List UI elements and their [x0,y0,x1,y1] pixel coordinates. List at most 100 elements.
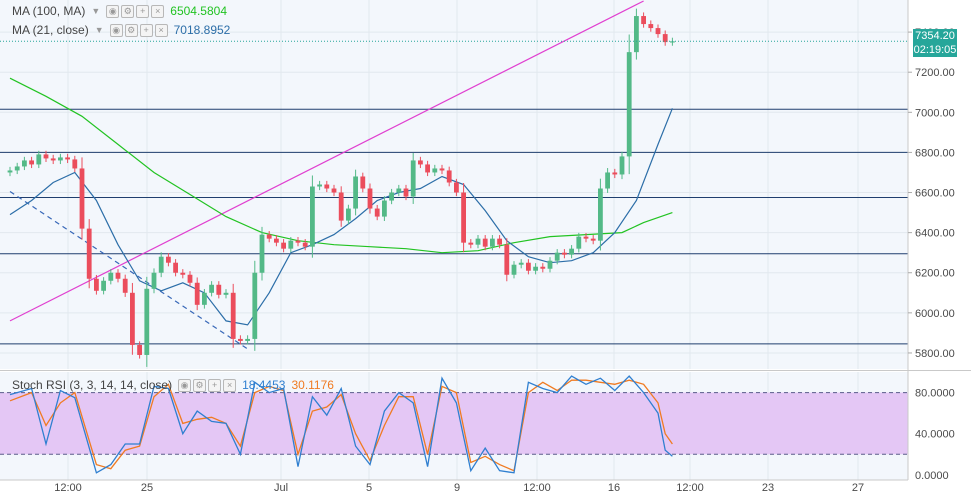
close-icon[interactable]: × [151,4,165,18]
y-tick-label: 6600.00 [915,188,955,200]
plus-icon[interactable]: + [139,23,153,37]
legend-ma21-value: 7018.8952 [173,23,231,37]
candle-72 [526,262,531,271]
plus-icon[interactable]: + [136,4,150,18]
candle-27 [202,292,207,305]
candle-59 [432,168,438,173]
candle-41 [302,242,308,247]
candle-39 [288,240,294,249]
candle-32 [238,338,243,341]
candle-61 [446,170,452,183]
x-tick-label: 25 [141,482,153,494]
y-tick-label: 5800.00 [915,348,955,360]
eye-icon[interactable]: ◉ [109,23,123,37]
candle-50 [367,188,373,209]
candle-0 [7,170,13,173]
candle-56 [410,160,416,197]
plus-icon[interactable]: + [208,378,222,392]
x-tick-label: 12:00 [54,482,82,494]
y-tick-label: 6000.00 [915,308,955,320]
candle-35 [259,234,265,273]
candle-1 [14,166,20,171]
candle-68 [497,238,502,245]
y-tick-label: 7000.00 [915,107,955,119]
candle-9 [72,159,78,169]
candle-89 [648,24,654,29]
candle-11 [86,228,92,279]
candle-57 [418,160,423,165]
candle-67 [490,238,495,247]
legend-rsi-controls: ◉ ⚙ + × [178,378,237,392]
candle-25 [187,274,193,283]
trendlines [9,0,644,350]
close-icon[interactable]: × [154,23,168,37]
legend-rsi-label: Stoch RSI (3, 3, 14, 14, close) [12,378,173,392]
candle-46 [338,192,344,221]
gear-icon[interactable]: ⚙ [121,4,135,18]
candle-36 [266,234,272,239]
rsi-tick-label: 40.0000 [915,429,955,441]
candle-34 [252,272,258,339]
candle-79 [576,236,582,249]
legend-ma100-controls: ◉ ⚙ + × [106,4,165,18]
candle-62 [454,182,459,193]
x-tick-label: 9 [454,482,460,494]
candle-63 [461,192,466,243]
candle-53 [389,192,394,201]
candle-58 [425,164,430,173]
rsi-band [0,392,908,455]
chevron-down-icon[interactable]: ▼ [91,6,101,16]
candle-10 [79,168,85,229]
candles [7,8,675,367]
eye-icon[interactable]: ◉ [178,378,192,392]
candle-28 [209,284,214,293]
x-tick-label: 5 [366,482,372,494]
candle-74 [540,266,546,269]
candle-51 [374,208,380,217]
candle-85 [619,156,625,175]
candle-12 [94,278,99,291]
candle-20 [151,272,157,289]
candle-19 [144,288,150,355]
candle-23 [173,262,178,273]
chevron-down-icon[interactable]: ▼ [94,25,104,35]
candle-7 [58,157,63,161]
candle-43 [317,184,322,187]
candle-42 [310,186,315,247]
candle-22 [166,256,171,263]
close-icon[interactable]: × [223,378,237,392]
candle-4 [36,154,42,165]
candle-82 [598,188,603,241]
candle-87 [634,16,639,53]
candle-77 [562,252,567,255]
eye-icon[interactable]: ◉ [106,4,120,18]
candle-86 [626,52,632,157]
candle-45 [331,188,337,193]
legend-stoch-rsi[interactable]: Stoch RSI (3, 3, 14, 14, close) ◉ ⚙ + × … [12,377,334,393]
rsi-tick-label: 0.0000 [915,470,949,482]
gear-icon[interactable]: ⚙ [193,378,207,392]
candle-54 [396,188,402,193]
candle-15 [115,272,121,279]
candle-21 [158,256,164,273]
stoch-d-line [9,379,673,472]
candle-69 [504,244,510,275]
candle-44 [324,184,330,189]
candle-38 [281,242,286,249]
candle-64 [468,242,474,245]
rsi-tick-label: 80.0000 [915,388,955,400]
trendline-0 [9,0,644,322]
legend-ma100-value: 6504.5804 [170,4,228,18]
gear-icon[interactable]: ⚙ [124,23,138,37]
candle-40 [295,240,301,243]
legend-ma21[interactable]: MA (21, close) ▼ ◉ ⚙ + × 7018.8952 [12,22,230,38]
candle-2 [22,160,27,167]
candle-30 [223,292,229,295]
legend-rsi-d-value: 30.1176 [291,378,334,392]
candle-75 [547,260,553,269]
legend-ma100[interactable]: MA (100, MA) ▼ ◉ ⚙ + × 6504.5804 [12,3,227,19]
candle-91 [662,34,668,43]
candle-81 [590,238,596,241]
candle-24 [180,272,186,275]
